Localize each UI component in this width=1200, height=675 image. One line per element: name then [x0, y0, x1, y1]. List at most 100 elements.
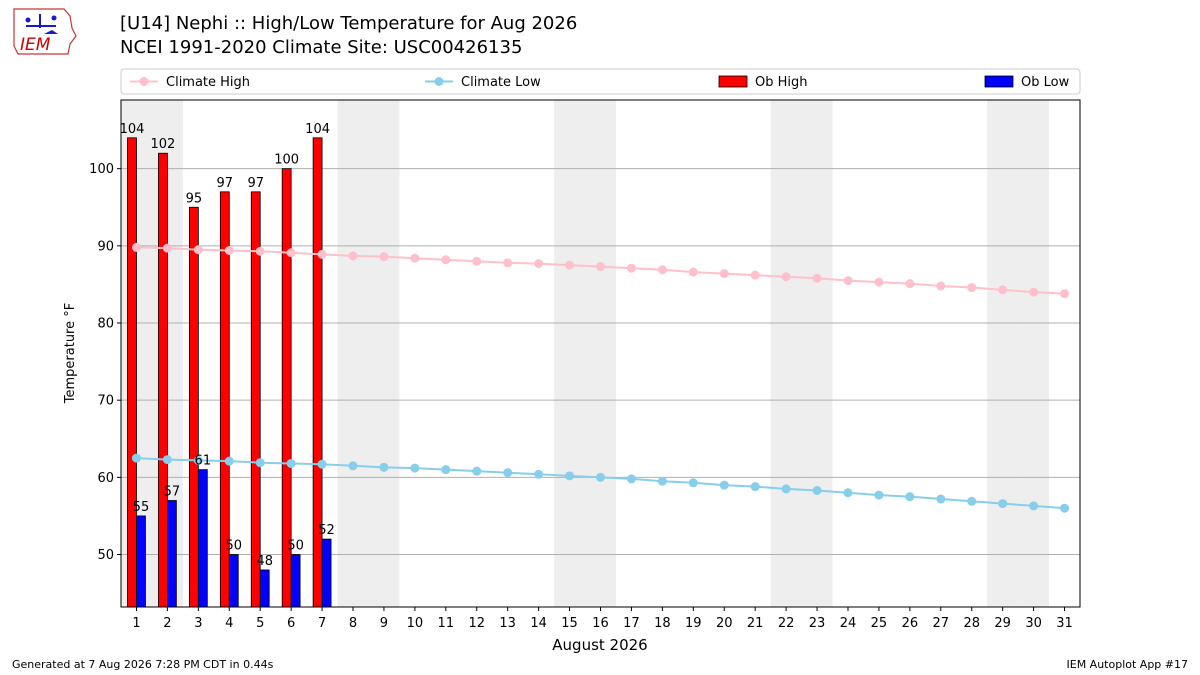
ob-low-bar [167, 500, 177, 608]
climate-low-point [812, 485, 822, 495]
weekend-band [1018, 100, 1050, 607]
x-tick-label: 6 [287, 616, 295, 631]
climate-low-point [565, 471, 575, 481]
weekend-band [337, 100, 369, 607]
x-tick-label: 2 [163, 616, 171, 631]
climate-high-point [936, 281, 946, 291]
chart-title: [U14] Nephi :: High/Low Temperature for … [120, 13, 578, 34]
climate-high-point [565, 260, 575, 270]
y-axis-label: Temperature °F [63, 303, 78, 404]
x-tick-label: 19 [685, 616, 702, 631]
bars [127, 137, 332, 608]
climate-low-point [657, 476, 667, 486]
climate-high-point [317, 249, 327, 259]
svg-text:IEM: IEM [20, 35, 51, 55]
climate-low-point [131, 453, 141, 463]
x-tick-label: 20 [716, 616, 733, 631]
ob-low-bar [136, 515, 146, 608]
x-tick-label: 29 [994, 616, 1011, 631]
climate-low-point [224, 456, 234, 466]
weekend-band [987, 100, 1019, 607]
climate-high-point [255, 246, 265, 256]
x-tick-label: 1 [132, 616, 140, 631]
climate-high-point [967, 283, 977, 293]
x-tick-label: 3 [194, 616, 202, 631]
climate-low-point [719, 480, 729, 490]
x-tick-label: 8 [349, 616, 357, 631]
ob-low-label: 61 [195, 454, 212, 469]
climate-low-point [379, 462, 389, 472]
climate-high-point [874, 277, 884, 287]
climate-high-point [379, 252, 389, 262]
climate-high-point [1029, 287, 1039, 297]
ob-high-label: 97 [247, 176, 264, 191]
chart-subtitle: NCEI 1991-2020 Climate Site: USC00426135 [120, 37, 523, 58]
x-tick-label: 14 [530, 616, 547, 631]
climate-high-point [688, 267, 698, 277]
climate-low-point [1060, 503, 1070, 513]
y-tick-label: 80 [97, 317, 114, 332]
x-tick-label: 30 [1025, 616, 1042, 631]
climate-low-point [286, 458, 296, 468]
legend-box [120, 68, 1081, 95]
ob-high-label: 104 [120, 122, 145, 137]
climate-high-point [750, 270, 760, 280]
x-tick-label: 22 [778, 616, 795, 631]
ob-high-label: 97 [217, 176, 234, 191]
x-tick-label: 21 [747, 616, 764, 631]
climate-low-point [472, 466, 482, 476]
climate-low-point [626, 474, 636, 484]
weekend-band [770, 100, 802, 607]
y-tick-label: 50 [97, 548, 114, 563]
ob-low-bar [197, 469, 208, 608]
climate-high-point [781, 272, 791, 282]
x-tick-label: 28 [963, 616, 980, 631]
climate-high-point [162, 243, 172, 253]
footer-app: IEM Autoplot App #17 [1066, 658, 1189, 671]
y-tick-label: 100 [89, 162, 114, 177]
climate-high-point [503, 258, 513, 268]
x-tick-label: 25 [871, 616, 888, 631]
climate-low-point [255, 458, 265, 468]
climate-high-point [224, 245, 234, 255]
climate-high-point [472, 256, 482, 266]
climate-high-point [441, 255, 451, 265]
ob-high-label: 100 [274, 153, 299, 168]
y-tick-label: 60 [97, 471, 114, 486]
x-tick-label: 23 [809, 616, 826, 631]
climate-low-point [596, 472, 605, 482]
climate-low-point [998, 499, 1008, 509]
ob-high-label: 102 [151, 137, 176, 152]
legend-label: Ob Low [1021, 75, 1070, 90]
ob-high-label: 104 [305, 122, 330, 137]
ob-low-label: 52 [318, 523, 335, 538]
ob-high-label: 95 [186, 191, 203, 206]
y-tick-label: 70 [97, 394, 114, 409]
ob-low-bar [290, 554, 301, 608]
climate-high-point [193, 245, 203, 255]
climate-low-point [503, 468, 513, 478]
climate-high-point [998, 285, 1008, 295]
weekend-band [801, 100, 833, 607]
x-tick-label: 7 [318, 616, 326, 631]
climate-high-point [286, 248, 296, 258]
climate-high-point [843, 276, 853, 286]
ob-low-bar [321, 538, 332, 608]
x-tick-label: 10 [407, 616, 424, 631]
ob-low-bar [228, 554, 239, 608]
climate-low-point [781, 484, 791, 494]
ob-low-bar [259, 569, 270, 608]
climate-high-point [534, 259, 544, 269]
x-axis-label: August 2026 [552, 636, 647, 654]
climate-low-point [967, 496, 977, 506]
footer-generated: Generated at 7 Aug 2026 7:28 PM CDT in 0… [12, 658, 274, 671]
climate-lines [131, 242, 1070, 513]
ob-low-label: 50 [225, 539, 242, 554]
ob-low-label: 57 [164, 485, 181, 500]
climate-low-point [750, 482, 760, 492]
ob-low-label: 48 [256, 554, 273, 569]
climate-low-point [874, 490, 884, 500]
bar-labels: 104 102 95 97 97 100 104 55 57 61 50 48 50 52 [120, 122, 335, 569]
